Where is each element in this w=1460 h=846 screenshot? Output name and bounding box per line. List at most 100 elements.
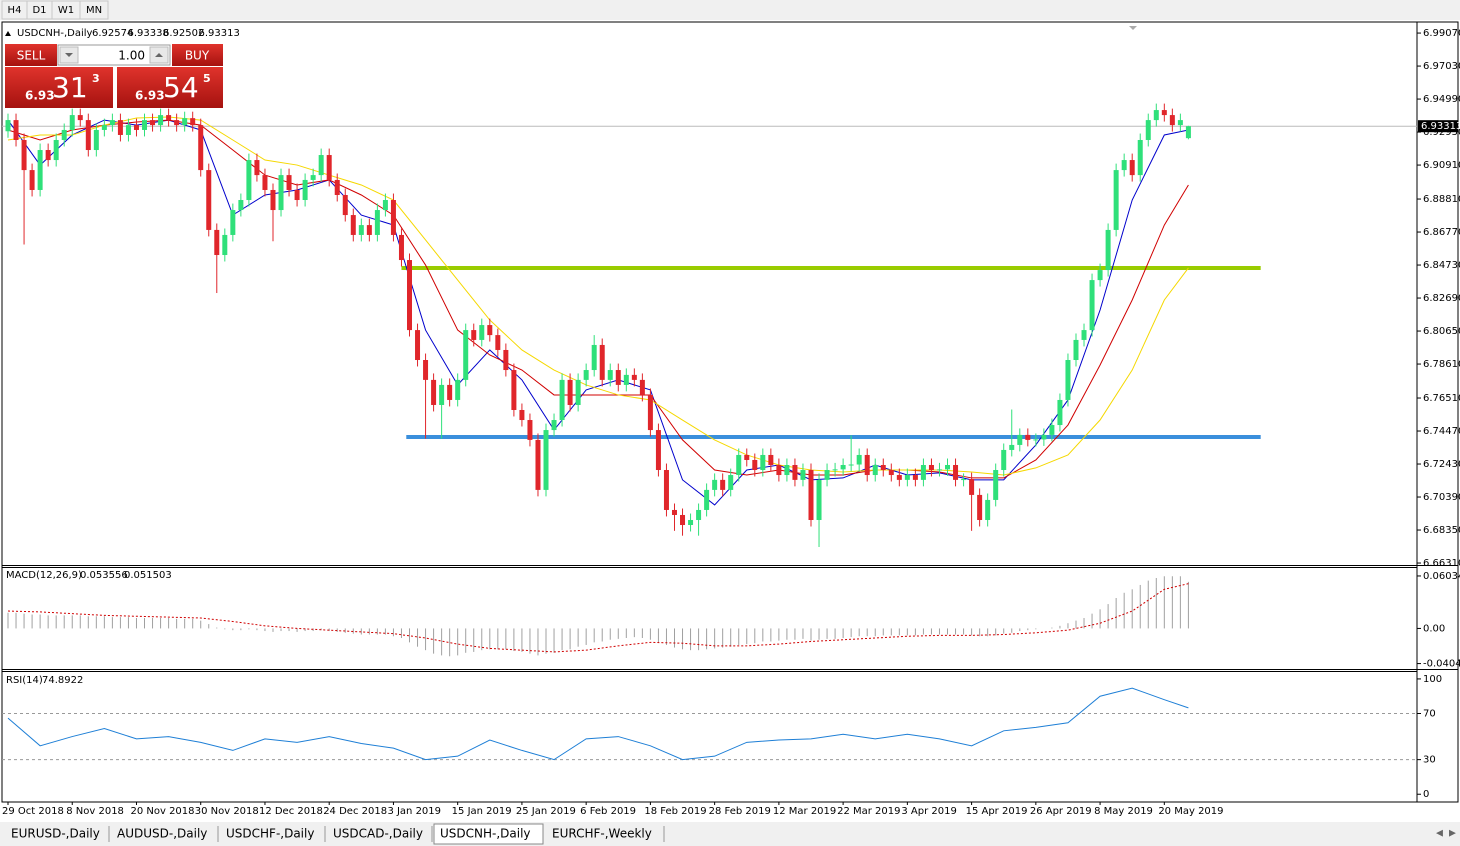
candle-body — [447, 384, 453, 400]
y-tick-label: 6.72430 — [1423, 459, 1460, 470]
timeframe-button[interactable] — [79, 0, 109, 20]
y-tick-label: 6.80650 — [1423, 326, 1460, 337]
candle-body — [182, 118, 188, 126]
symbol-tab[interactable] — [111, 824, 217, 843]
candle-body — [1009, 444, 1015, 450]
candle-body — [53, 139, 59, 161]
x-tick-label: 8 May 2019 — [1094, 806, 1153, 817]
candle-body — [109, 120, 115, 126]
down-arrow — [65, 53, 73, 57]
tab-scroll-left[interactable]: ◀ — [1436, 829, 1443, 839]
candle-body — [567, 379, 573, 405]
candle-body — [840, 464, 846, 470]
candle-body — [993, 470, 999, 500]
collapse-arrow[interactable] — [5, 31, 11, 36]
overlay: 6.99070 6.97030 6.94990 6.92950 6.90910 6.888… — [2, 28, 1460, 817]
timeframe-bar: H4 D1 W1 MN — [1, 0, 109, 20]
candle-body — [551, 420, 557, 431]
symbol-tab[interactable] — [433, 823, 544, 845]
candle-body — [1017, 434, 1023, 445]
candle-body — [928, 464, 934, 471]
x-tick-label: 12 Mar 2019 — [773, 806, 836, 817]
candle-body — [222, 234, 228, 256]
y-tick-label: 6.70390 — [1423, 492, 1460, 503]
tab-scroll-right[interactable]: ▶ — [1449, 829, 1456, 839]
candle-body — [1113, 170, 1119, 230]
candle-body — [334, 179, 340, 195]
candle-body — [463, 330, 469, 380]
macd-signal — [7, 583, 1189, 653]
candle-body — [238, 200, 244, 211]
candle-body — [615, 370, 621, 385]
indicator-title: RSI(14) — [6, 675, 43, 686]
candle-body — [985, 499, 991, 520]
candle-body — [21, 139, 27, 171]
symbol-tab[interactable] — [5, 824, 108, 843]
ask-big: 6.93 — [135, 89, 165, 103]
candle-body — [471, 330, 477, 340]
buy-label: BUY — [185, 49, 210, 63]
candle-body — [302, 179, 308, 201]
candle-body — [760, 454, 766, 471]
y-tick-label: -0.040415 — [1423, 659, 1460, 670]
candle-body — [423, 360, 429, 380]
candle-body — [350, 215, 356, 235]
candle-body — [535, 439, 541, 490]
candle-body — [1041, 434, 1047, 440]
sell-label: SELL — [17, 49, 46, 63]
candle-body — [832, 469, 838, 471]
buy-button[interactable] — [172, 44, 223, 66]
lot-box[interactable] — [57, 44, 171, 66]
y-tick-label: 0.00 — [1423, 623, 1445, 634]
ask-box[interactable] — [117, 67, 223, 108]
candle-body — [1105, 229, 1111, 271]
candle-body — [1185, 126, 1191, 139]
candle-body — [655, 430, 661, 471]
candle-body — [382, 200, 388, 211]
ask-pip: 5 — [203, 72, 211, 85]
sell-button[interactable] — [5, 44, 57, 66]
candle-body — [864, 454, 870, 476]
candle-body — [663, 470, 669, 510]
moving-average — [7, 116, 1189, 476]
y-tick-label: 6.92950 — [1423, 127, 1460, 138]
candle-body — [150, 120, 156, 126]
y-tick-label: 6.97030 — [1423, 61, 1460, 72]
x-tick-label: 28 Feb 2019 — [709, 806, 771, 817]
symbol-tab[interactable] — [546, 824, 663, 843]
candle-body — [607, 370, 613, 380]
candle-body — [286, 175, 292, 190]
x-tick-label: 15 Jan 2019 — [452, 806, 512, 817]
candle-body — [45, 150, 51, 161]
symbol-tab[interactable] — [327, 824, 431, 843]
candle-body — [415, 330, 421, 361]
candle-body — [904, 475, 910, 480]
price-panel — [2, 103, 1417, 548]
candle-body — [77, 115, 83, 121]
candle-body — [407, 260, 412, 331]
symbol-label: USDCNH-,Daily — [17, 28, 93, 39]
bid-pip: 3 — [92, 72, 100, 85]
ohlc-value: 6.92502 — [163, 28, 204, 39]
candle-body — [294, 189, 300, 201]
candle-body — [559, 379, 565, 421]
y-tick-label: 30 — [1423, 755, 1436, 766]
candle-body — [495, 335, 501, 350]
candle-body — [936, 469, 942, 471]
price-tag — [1418, 120, 1458, 133]
x-tick-label: 3 Jan 2019 — [387, 806, 441, 817]
symbol-tab[interactable] — [220, 824, 324, 843]
candle-body — [270, 189, 276, 211]
candle-body — [262, 175, 268, 190]
candle-body — [671, 509, 677, 515]
x-tick-label: 29 Oct 2018 — [2, 806, 64, 817]
candle-body — [503, 349, 509, 371]
signal-value: 0.051503 — [124, 570, 172, 581]
bid-box[interactable] — [5, 67, 113, 108]
candle-body — [398, 234, 404, 261]
chart-frame — [1, 21, 1459, 803]
moving-average — [7, 119, 1189, 479]
indicator-title: MACD(12,26,9) — [6, 570, 82, 581]
candle-body — [1057, 399, 1063, 426]
candle-body — [174, 120, 180, 126]
